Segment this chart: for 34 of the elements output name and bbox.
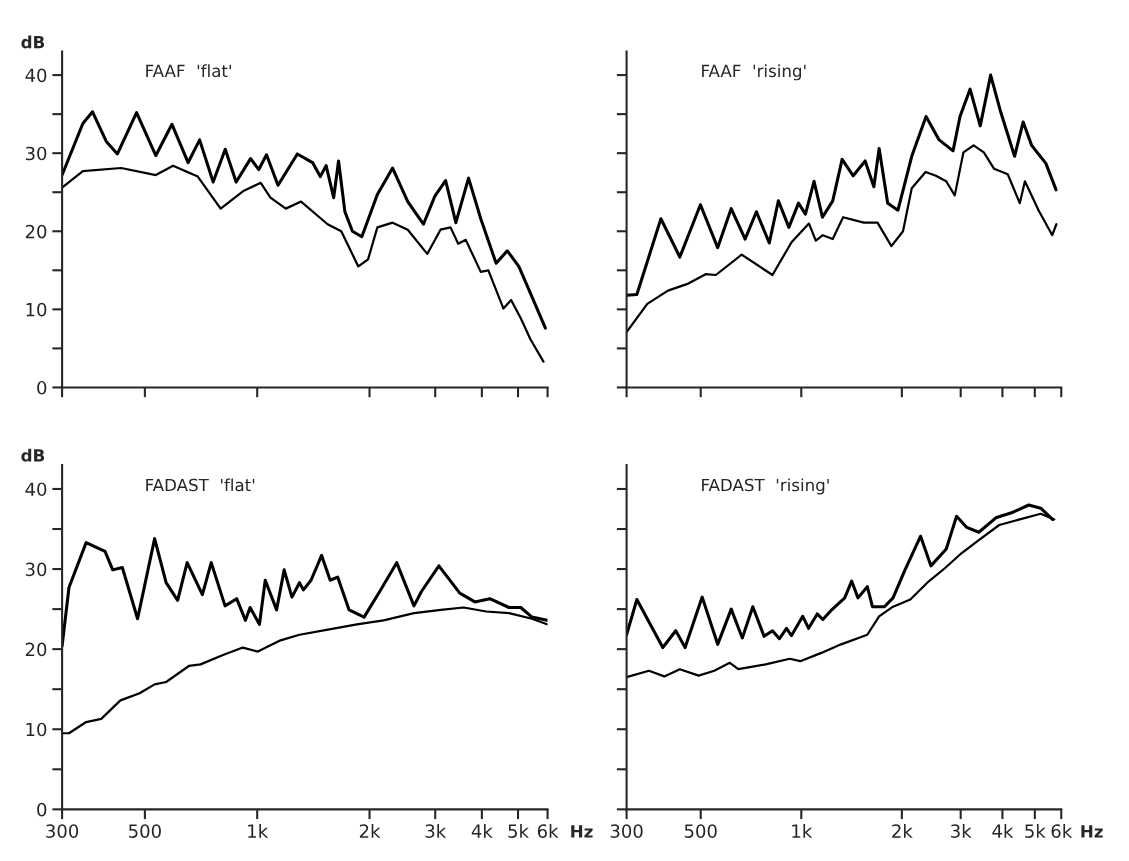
y-axis-title: dB	[21, 35, 45, 49]
y-tick-label: 0	[37, 802, 47, 817]
x-tick-label: 2k	[892, 823, 913, 838]
y-tick-label: 40	[25, 68, 47, 83]
x-tick-label: 4k	[471, 823, 493, 838]
y-axis-title: dB	[21, 448, 45, 462]
y-tick-label: 40	[25, 482, 47, 497]
x-tick-label: 4k	[992, 823, 1014, 838]
y-tick-label: 30	[25, 562, 47, 577]
y-tick-label: 30	[25, 146, 47, 161]
x-tick-label: 3k	[425, 823, 447, 838]
y-tick-label: 0	[37, 380, 47, 395]
x-tick-label: 500	[129, 824, 161, 838]
y-tick-label: 10	[26, 302, 47, 317]
x-tick-label: 1k	[248, 823, 269, 838]
y-tick-label: 10	[26, 722, 47, 737]
x-axis-title: Hz	[571, 825, 593, 838]
y-tick-label: 20	[25, 642, 47, 657]
text: FAAF 'flat'	[146, 64, 231, 78]
x-tick-label: 5k	[508, 823, 529, 838]
text: FAAF 'rising'	[702, 64, 806, 81]
x-tick-label: 5k	[1025, 823, 1046, 838]
x-tick-label: 300	[46, 824, 79, 838]
x-tick-label: 1k	[792, 823, 813, 838]
y-tick-label: 20	[25, 224, 47, 239]
x-tick-label: 500	[684, 824, 717, 838]
x-tick-label: 6k	[1051, 823, 1073, 838]
text: FADAST 'rising'	[702, 478, 829, 495]
text: FADAST 'flat'	[146, 478, 255, 492]
x-axis-title: Hz	[1081, 825, 1103, 838]
x-tick-label: 3k	[951, 823, 972, 838]
x-tick-label: 2k	[359, 823, 381, 838]
x-tick-label: 6k	[537, 823, 559, 838]
x-tick-label: 300	[610, 824, 643, 838]
